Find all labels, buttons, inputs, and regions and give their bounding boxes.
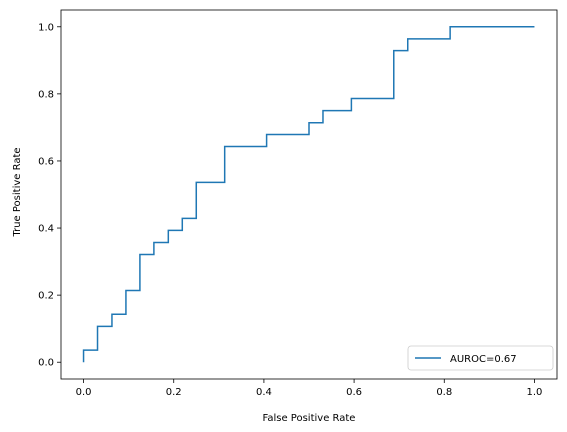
x-tick-label: 0.0 [76,387,92,398]
x-tick-label: 0.6 [346,387,362,398]
legend-box [407,345,554,371]
legend-label: AUROC=0.67 [450,354,517,365]
series-layer [82,26,535,363]
x-tick-label: 1.0 [527,387,543,398]
legend: AUROC=0.67 [407,345,554,371]
y-tick-label: 0.6 [38,156,54,167]
plot-area [60,9,558,380]
y-axis-label: True Positive Rate [12,147,23,237]
roc-curve-line [82,26,535,363]
y-tick-label: 0.8 [38,89,54,100]
x-tick-label: 0.4 [256,387,272,398]
x-axis-ticks: 0.0 0.2 0.4 0.6 0.8 1.0 [76,379,543,398]
y-tick-label: 0.2 [38,291,54,302]
axes-frame [60,9,558,380]
x-axis-label: False Positive Rate [263,413,356,424]
y-tick-label: 0.0 [38,358,54,369]
y-tick-label: 0.4 [38,224,54,235]
x-tick-label: 0.2 [166,387,182,398]
x-tick-label: 0.8 [436,387,452,398]
y-tick-label: 1.0 [38,22,54,33]
y-axis-ticks: 0.0 0.2 0.4 0.6 0.8 1.0 [38,22,61,369]
